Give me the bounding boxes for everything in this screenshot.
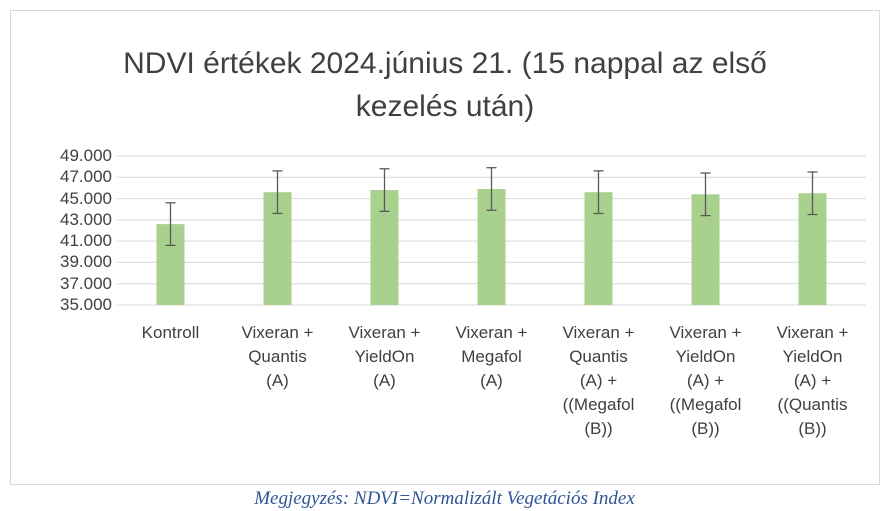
error-bar — [165, 202, 176, 247]
y-tick-label: 47.000 — [60, 167, 112, 187]
error-bar — [807, 171, 818, 216]
y-tick-label: 43.000 — [60, 209, 112, 229]
error-bar — [593, 170, 604, 215]
y-tick-label: 41.000 — [60, 231, 112, 251]
y-tick-label: 37.000 — [60, 273, 112, 293]
x-tick-label: Vixeran + YieldOn (A) + ((Megafol (B)) — [669, 323, 742, 438]
error-bar — [486, 167, 497, 211]
y-tick-label: 39.000 — [60, 252, 112, 272]
x-tick-label: Vixeran + YieldOn (A) + ((Quantis (B)) — [776, 323, 849, 438]
x-tick-label: Vixeran + YieldOn (A) — [348, 323, 421, 390]
y-tick-label: 49.000 — [60, 146, 112, 165]
y-tick-label: 35.000 — [60, 295, 112, 314]
x-tick-label: Vixeran + Quantis (A) + ((Megafol (B)) — [562, 323, 635, 438]
x-tick-label: Kontroll — [141, 323, 200, 342]
chart-border — [10, 10, 880, 485]
error-bar — [700, 172, 711, 217]
chart-title: NDVI értékek 2024.június 21. (15 nappal … — [123, 47, 767, 123]
error-bar — [272, 170, 283, 215]
x-tick-label: Vixeran + Quantis (A) — [241, 323, 314, 390]
note: Megjegyzés: NDVI=Normalizált Vegetációs … — [254, 488, 635, 509]
error-bar — [379, 168, 390, 212]
y-tick-label: 45.000 — [60, 188, 112, 208]
x-tick-label: Vixeran + Megafol (A) — [455, 323, 528, 390]
